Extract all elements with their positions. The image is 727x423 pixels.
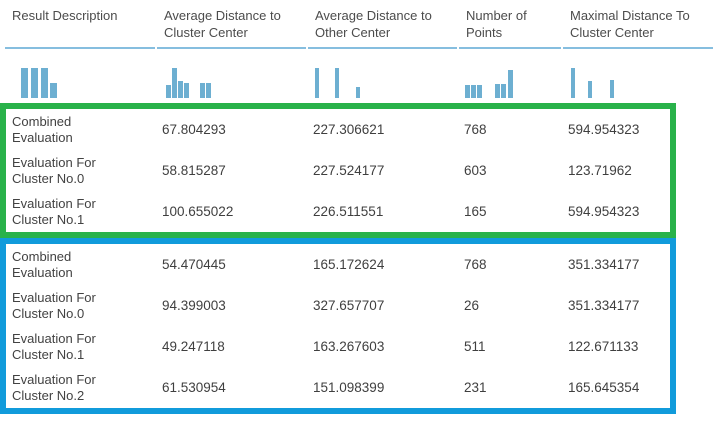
green-highlight-box: Combined Evaluation 67.804293 227.306621 76…: [0, 103, 676, 238]
column-header-3: Number of Points: [459, 0, 561, 49]
histogram-bar: [50, 83, 57, 98]
result-description-cell: Combined Evaluation: [12, 113, 73, 145]
value-cell-avg_other: 227.306621: [313, 122, 385, 137]
result-description-cell: Evaluation For Cluster No.2: [12, 371, 96, 403]
value-cell-avg_other: 327.657707: [313, 298, 385, 313]
histogram-bar: [477, 85, 482, 98]
histogram-bar: [31, 68, 38, 98]
histogram-bar: [495, 84, 500, 98]
value-cell-avg_cluster: 67.804293: [162, 122, 226, 137]
column-histogram-0[interactable]: [5, 49, 157, 103]
value-cell-avg_cluster: 54.470445: [162, 257, 226, 272]
value-cell-points: 603: [464, 163, 487, 178]
histogram-bar: [471, 85, 476, 98]
column-header-label: Result Description: [12, 8, 118, 23]
column-header-label: Average Distance to Cluster Center: [164, 8, 281, 40]
column-header-0: Result Description: [5, 0, 155, 49]
histogram-bar: [588, 81, 592, 98]
table-header-row: Result Description Average Distance to Cl…: [5, 0, 715, 49]
value-cell-avg_cluster: 49.247118: [162, 339, 225, 354]
value-cell-max_dist: 123.71962: [568, 163, 632, 178]
column-histogram-1[interactable]: [157, 49, 308, 103]
value-cell-avg_other: 165.172624: [313, 257, 385, 272]
value-cell-points: 511: [464, 339, 486, 354]
histogram-bar: [508, 70, 513, 98]
value-cell-max_dist: 165.645354: [568, 380, 640, 395]
result-description-cell: Evaluation For Cluster No.1: [12, 195, 96, 227]
histogram-bar: [610, 80, 614, 98]
value-cell-avg_other: 226.511551: [313, 204, 384, 219]
table-body: Combined Evaluation 67.804293 227.306621 76…: [0, 103, 727, 414]
column-histogram-4[interactable]: [563, 49, 715, 103]
value-cell-max_dist: 594.954323: [568, 122, 640, 137]
column-histogram-2[interactable]: [308, 49, 459, 103]
histogram-bar: [335, 68, 339, 98]
histogram-bar: [200, 83, 205, 98]
column-header-label: Maximal Distance To Cluster Center: [570, 8, 690, 40]
value-cell-points: 165: [464, 204, 487, 219]
histogram-bar: [206, 83, 211, 98]
histogram-bar: [21, 68, 28, 98]
histogram-bar: [166, 85, 171, 98]
histogram-bar: [172, 68, 177, 98]
histogram-bar: [41, 68, 48, 98]
result-description-cell: Evaluation For Cluster No.0: [12, 289, 96, 321]
value-cell-avg_cluster: 94.399003: [162, 298, 226, 313]
column-histogram-3[interactable]: [459, 49, 563, 103]
value-cell-points: 231: [464, 380, 487, 395]
histogram-bar: [178, 81, 183, 98]
result-description-cell: Evaluation For Cluster No.1: [12, 330, 96, 362]
column-header-1: Average Distance to Cluster Center: [157, 0, 306, 49]
column-header-2: Average Distance to Other Center: [308, 0, 457, 49]
histogram-bar: [184, 83, 189, 98]
column-header-label: Number of Points: [466, 8, 527, 40]
value-cell-avg_cluster: 100.655022: [162, 204, 234, 219]
result-description-cell: Evaluation For Cluster No.0: [12, 154, 96, 186]
table-row: Evaluation For Cluster No.0 94.399003 327.…: [6, 285, 670, 326]
value-cell-avg_other: 227.524177: [313, 163, 385, 178]
blue-highlight-box: Combined Evaluation 54.470445 165.172624 76…: [0, 238, 676, 414]
table-row: Evaluation For Cluster No.1 49.247118 163.…: [6, 326, 670, 367]
result-description-cell: Combined Evaluation: [12, 248, 73, 280]
histogram-bar: [465, 85, 470, 98]
histogram-bar: [356, 87, 360, 98]
column-header-4: Maximal Distance To Cluster Center: [563, 0, 713, 49]
value-cell-points: 26: [464, 298, 480, 313]
table-row: Evaluation For Cluster No.0 58.815287 227.…: [6, 150, 670, 191]
table-row: Evaluation For Cluster No.1 100.655022 226…: [6, 191, 670, 232]
value-cell-max_dist: 351.334177: [568, 298, 640, 313]
value-cell-avg_other: 163.267603: [313, 339, 385, 354]
table-row: Evaluation For Cluster No.2 61.530954 151.…: [6, 367, 670, 408]
histogram-bar: [571, 68, 575, 98]
column-histogram-row: [5, 49, 715, 103]
value-cell-avg_other: 151.098399: [313, 380, 385, 395]
table-row: Combined Evaluation 67.804293 227.306621 76…: [6, 109, 670, 150]
value-cell-max_dist: 594.954323: [568, 204, 640, 219]
value-cell-points: 768: [464, 257, 487, 272]
value-cell-avg_cluster: 58.815287: [162, 163, 226, 178]
column-header-label: Average Distance to Other Center: [315, 8, 432, 40]
value-cell-points: 768: [464, 122, 487, 137]
value-cell-max_dist: 122.671133: [568, 339, 639, 354]
value-cell-avg_cluster: 61.530954: [162, 380, 226, 395]
table-row: Combined Evaluation 54.470445 165.172624 76…: [6, 244, 670, 285]
histogram-bar: [315, 68, 319, 98]
value-cell-max_dist: 351.334177: [568, 257, 640, 272]
histogram-bar: [501, 84, 506, 98]
